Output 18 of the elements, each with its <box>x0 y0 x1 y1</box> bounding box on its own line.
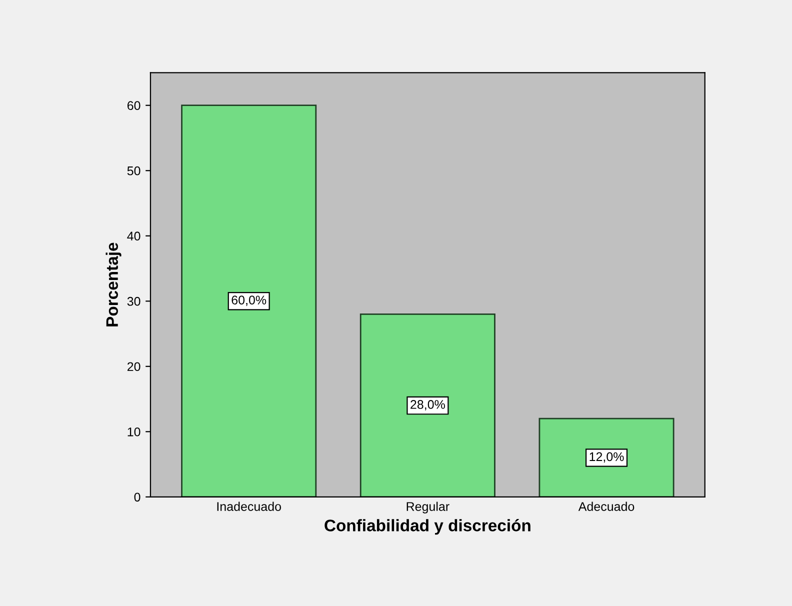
y-tick-label: 10 <box>128 427 140 436</box>
data-label: 28,0% <box>410 400 445 410</box>
x-tick-label: Regular <box>406 502 450 514</box>
data-label: 60,0% <box>232 296 266 306</box>
bar <box>360 313 496 497</box>
x-tick-label: Adecuado <box>578 502 634 511</box>
y-tick-label: 40 <box>127 232 140 241</box>
x-axis-title: Confiabilidad y discreción <box>324 518 530 535</box>
data-label: 12,0% <box>590 452 624 463</box>
y-axis-title: Porcentaje <box>106 242 122 326</box>
bar <box>181 104 317 497</box>
bar <box>538 418 674 497</box>
y-tick-label: 30 <box>127 296 140 306</box>
y-tick-label: 60 <box>127 101 140 110</box>
y-tick-label: 50 <box>127 166 140 176</box>
x-tick-label: Inadecuado <box>217 502 281 511</box>
y-tick-label: 0 <box>134 492 140 502</box>
y-tick-label: 20 <box>127 362 140 372</box>
